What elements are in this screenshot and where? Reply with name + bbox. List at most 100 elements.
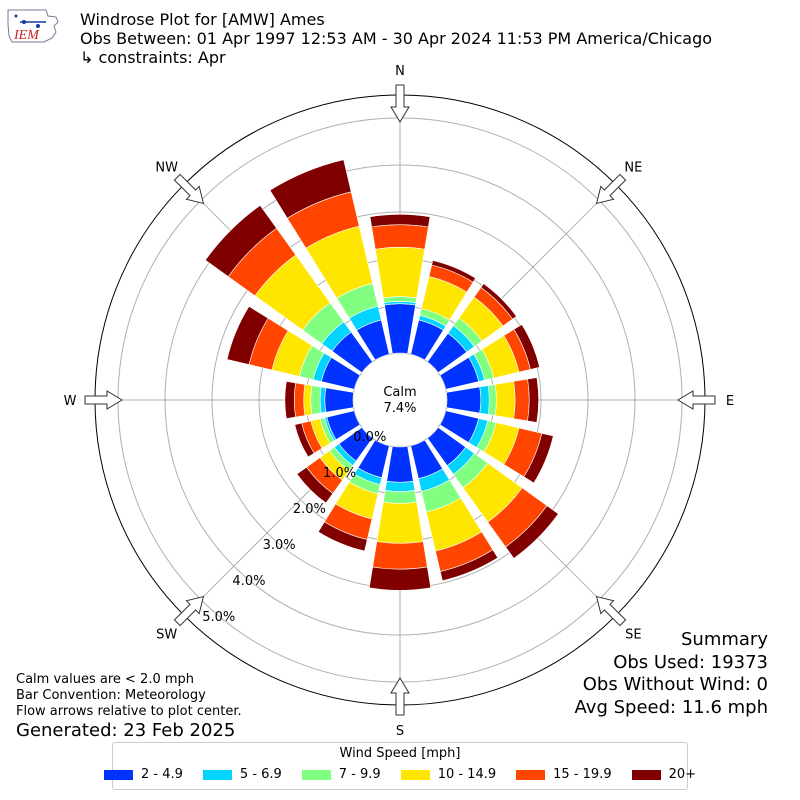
radial-tick-label: 4.0% <box>232 574 265 589</box>
bar-e-bin-4 <box>494 381 516 419</box>
legend-item: 7 - 9.9 <box>301 767 381 782</box>
summary-heading: Summary <box>681 629 768 650</box>
legend-item: 10 - 14.9 <box>400 767 497 782</box>
radial-tick-label: 0.0% <box>353 430 386 445</box>
bar-w-bin-4 <box>303 384 313 416</box>
bar-e-bin-1 <box>446 386 482 414</box>
radial-tick-label: 3.0% <box>263 538 296 553</box>
compass-label-se: SE <box>625 627 641 642</box>
bar-s-bin-2 <box>384 480 416 492</box>
flow-arrow-shape <box>595 595 627 627</box>
bar-wnw-bin-6 <box>226 305 269 365</box>
legend-swatch <box>631 769 661 780</box>
bar-s-bin-5 <box>372 541 428 570</box>
flow-arrow <box>390 84 410 123</box>
compass-label-nw: NW <box>155 161 178 176</box>
bar-n-bin-1 <box>384 303 416 354</box>
bar-s-bin-1 <box>386 446 414 483</box>
flow-arrow <box>595 595 627 627</box>
flow-arrow <box>390 677 410 716</box>
notes: Calm values are < 2.0 mph Bar Convention… <box>16 672 242 720</box>
flow-arrow-shape <box>390 84 410 123</box>
bar-nne-bin-6 <box>431 260 476 283</box>
legend-title: Wind Speed [mph] <box>339 746 461 761</box>
bar-s-bin-3 <box>382 490 418 504</box>
calm-label: Calm <box>383 385 416 400</box>
bar-n-bin-5 <box>371 224 429 250</box>
svg-text:IEM: IEM <box>13 28 40 43</box>
bar-ne-bin-6 <box>480 283 517 320</box>
generated-date: Generated: 23 Feb 2025 <box>16 720 236 741</box>
bar-se-bin-6 <box>505 505 559 559</box>
radial-tick-label: 2.0% <box>293 502 326 517</box>
bar-s-bin-4 <box>376 501 424 544</box>
legend-swatch <box>202 769 232 780</box>
legend-label: 7 - 9.9 <box>338 767 381 782</box>
legend-item: 2 - 4.9 <box>103 767 183 782</box>
summary-obs-without-wind: Obs Without Wind: 0 <box>582 674 768 695</box>
flow-arrow-shape <box>173 595 205 627</box>
chart-obs-range: Obs Between: 01 Apr 1997 12:53 AM - 30 A… <box>80 29 713 48</box>
legend-item: 20+ <box>631 767 697 782</box>
legend-swatch <box>400 769 430 780</box>
flow-arrow-shape <box>677 390 716 410</box>
calm-percent: 7.4% <box>383 401 416 416</box>
compass-label-s: S <box>396 724 404 739</box>
chart-constraints: ↳ constraints: Apr <box>80 48 226 67</box>
bar-ssw-bin-6 <box>317 521 368 552</box>
note-calm: Calm values are < 2.0 mph <box>16 672 195 687</box>
flow-arrow <box>173 595 205 627</box>
bar-w-bin-5 <box>294 382 306 418</box>
note-flow: Flow arrows relative to plot center. <box>16 704 242 719</box>
radial-tick-label: 5.0% <box>202 610 235 625</box>
legend-swatch <box>301 769 331 780</box>
legend: Wind Speed [mph] 2 - 4.9 5 - 6.9 7 - 9.9 10… <box>103 742 696 790</box>
flow-arrow <box>84 390 123 410</box>
bar-w-bin-6 <box>284 381 296 419</box>
bar-wsw-bin-6 <box>294 422 315 458</box>
bar-sse-bin-6 <box>439 549 499 582</box>
bar-e-bin-2 <box>479 385 490 415</box>
legend-label: 5 - 6.9 <box>239 767 282 782</box>
legend-item: 15 - 19.9 <box>516 767 612 782</box>
flow-arrow-shape <box>390 677 410 716</box>
flow-arrow <box>595 173 627 205</box>
legend-swatch <box>103 769 133 780</box>
chart-title: Windrose Plot for [AMW] Ames Obs Between… <box>80 10 712 67</box>
compass-label-ne: NE <box>624 161 642 176</box>
bar-e-bin-3 <box>487 384 497 416</box>
legend-items: 2 - 4.9 5 - 6.9 7 - 9.9 10 - 14.9 15 - 19.9 2… <box>103 767 696 782</box>
bar-w-bin-2 <box>319 386 327 414</box>
legend-label: 20+ <box>668 767 697 782</box>
bar-ese-bin-6 <box>523 432 554 484</box>
iem-logo: IEM <box>7 9 59 43</box>
bar-nnw-bin-6 <box>269 159 352 219</box>
bar-e-bin-5 <box>513 378 530 422</box>
legend-label: 2 - 4.9 <box>140 767 183 782</box>
legend-label: 10 - 14.9 <box>437 767 497 782</box>
flow-arrow-shape <box>84 390 123 410</box>
summary-obs-used: Obs Used: 19373 <box>613 651 768 673</box>
legend-swatch <box>516 769 546 780</box>
note-bar-convention: Bar Convention: Meteorology <box>16 688 206 703</box>
compass-label-sw: SW <box>156 627 177 642</box>
bar-sw-bin-6 <box>296 466 334 504</box>
compass-label-e: E <box>726 394 734 409</box>
legend-label: 15 - 19.9 <box>553 767 612 782</box>
bar-e-bin-6 <box>527 377 539 423</box>
bar-n-bin-4 <box>374 247 426 299</box>
compass-label-n: N <box>395 64 405 79</box>
bar-ene-bin-6 <box>513 324 540 370</box>
bar-w-bin-1 <box>324 387 354 413</box>
flow-arrow-shape <box>595 173 627 205</box>
flow-arrow-shape <box>173 173 205 205</box>
legend-item: 5 - 6.9 <box>202 767 282 782</box>
chart-title-line: Windrose Plot for [AMW] Ames <box>80 10 325 29</box>
compass-label-w: W <box>64 394 77 409</box>
summary-avg-speed: Avg Speed: 11.6 mph <box>574 696 768 718</box>
bar-n-bin-6 <box>369 214 431 228</box>
summary-box: Summary Obs Used: 19373 Obs Without Wind… <box>575 629 768 719</box>
flow-arrow <box>173 173 205 205</box>
bar-nw-bin-6 <box>204 204 277 277</box>
